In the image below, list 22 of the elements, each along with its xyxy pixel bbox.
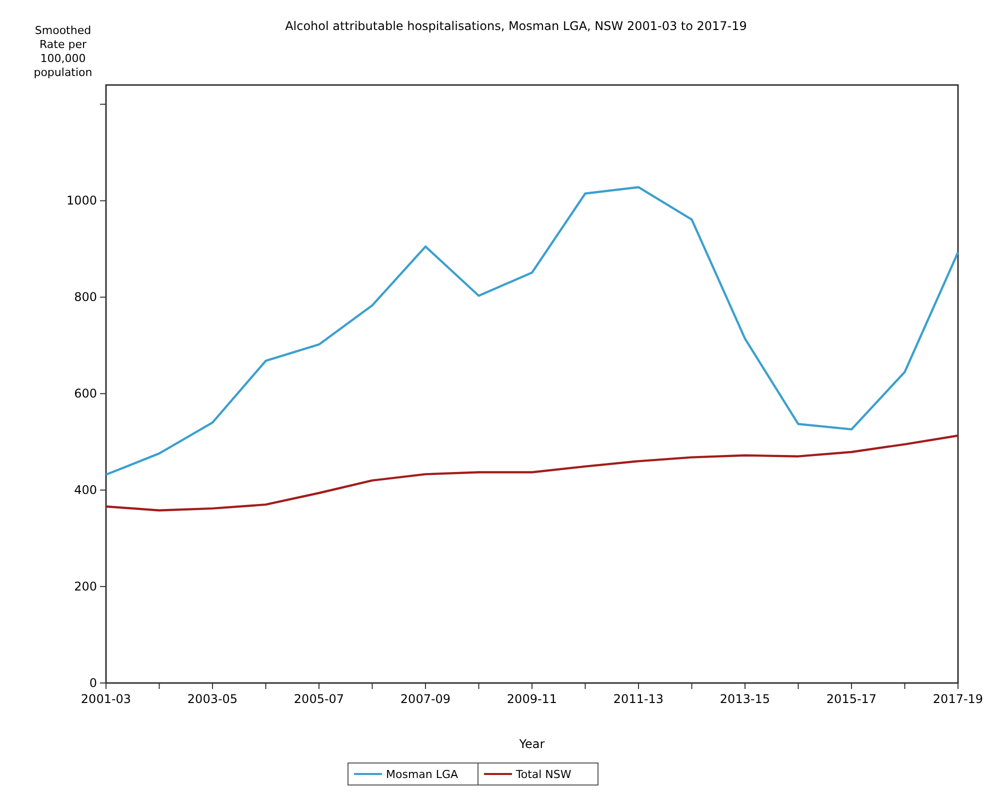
y-tick-label: 600: [74, 386, 97, 401]
line-series: [104, 434, 960, 512]
x-axis-title: Year: [518, 737, 545, 751]
y-axis-title: Smoothed Rate per 100,000 population: [34, 24, 92, 79]
line-series: [104, 186, 960, 476]
y-tick-label: 400: [74, 483, 97, 498]
x-tick-label: 2009-11: [506, 692, 558, 706]
y-tick-label: 200: [74, 580, 97, 594]
x-tick-label: 2011-13: [613, 692, 664, 706]
x-tick-label: 2007-09: [400, 692, 451, 706]
legend-label: Total NSW: [515, 768, 572, 781]
x-tick-label: 2003-05: [187, 692, 238, 706]
legend-label: Mosman LGA: [386, 768, 459, 781]
x-tick-label: 2001-03: [80, 692, 132, 706]
y-tick-label: 800: [74, 290, 97, 304]
x-tick-label: 2017-19: [932, 692, 984, 706]
x-tick-label: 2013-15: [720, 692, 770, 706]
x-tick-label: 2015-17: [826, 692, 877, 706]
y-tick-label: 1000: [66, 194, 97, 208]
y-tick-label: 0: [89, 676, 97, 690]
chart-title: Alcohol attributable hospitalisations, Mosman LGA, NSW 2001-03 to 2017-19: [285, 19, 747, 33]
x-tick-label: 2005-07: [294, 692, 344, 706]
